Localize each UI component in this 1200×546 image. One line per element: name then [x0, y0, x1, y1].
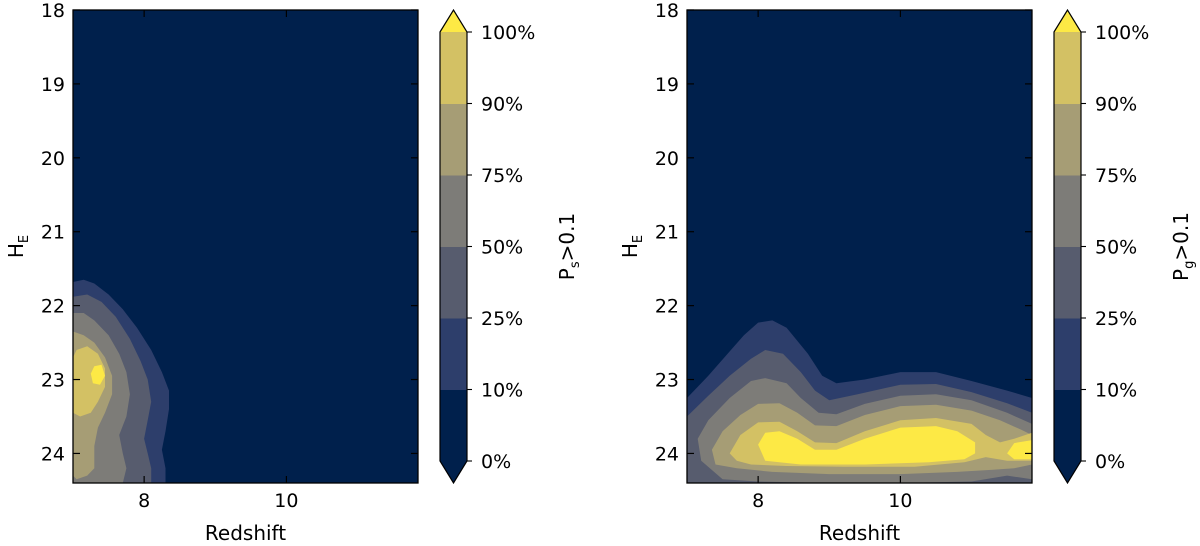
- y-axis-label-main: H: [618, 243, 642, 258]
- colorbar-tick-label: 10%: [481, 380, 523, 402]
- colorbar-tick-label: 100%: [481, 22, 535, 44]
- x-tick-label: 10: [888, 490, 912, 512]
- x-axis-label: Redshift: [819, 521, 900, 545]
- colorbar-band-1: [440, 318, 467, 390]
- colorbar-tick-label: 25%: [481, 308, 523, 330]
- colorbar-label-rest: >0.1: [1169, 212, 1193, 261]
- contour-regions: [73, 279, 169, 483]
- contour-region-100pct-5: [90, 364, 105, 385]
- colorbar-tick-label: 0%: [481, 451, 511, 473]
- x-tick-label: 8: [752, 490, 764, 512]
- y-tick-label: 21: [41, 222, 65, 244]
- left-panel: 18 19 20 21 22 23 24 8 10 Redshift HE 0% 10% 25% 50% 75…: [4, 0, 583, 545]
- x-axis-label: Redshift: [205, 521, 286, 545]
- colorbar-band-0: [440, 389, 467, 462]
- colorbar-tick-label: 90%: [1095, 94, 1137, 116]
- colorbar: 0% 10% 25% 50% 75% 90% 100% Ps>0.1: [439, 8, 583, 485]
- plot-frame: [72, 9, 419, 484]
- y-tick-label: 24: [41, 443, 65, 465]
- y-axis-label-main: H: [4, 243, 28, 258]
- y-tick-label: 23: [41, 370, 65, 392]
- contour-region-100pct-6: [1007, 440, 1032, 460]
- colorbar-band-4: [440, 103, 467, 176]
- y-axis-label: HE: [618, 235, 646, 258]
- x-tick-label: 8: [138, 490, 150, 512]
- colorbar-band-5: [440, 32, 467, 104]
- colorbar-label-rest: >0.1: [555, 213, 579, 262]
- y-tick-label: 19: [41, 74, 65, 96]
- colorbar-tick-label: 90%: [481, 94, 523, 116]
- colorbar-band-3: [1054, 175, 1081, 247]
- colorbar-band-3: [440, 175, 467, 247]
- y-tick-label: 22: [41, 296, 65, 318]
- contour-region-100pct-5: [758, 426, 976, 465]
- contour-region-90pct-4: [73, 346, 105, 417]
- y-axis-label-sub: E: [17, 235, 32, 243]
- x-tick-label: 10: [274, 490, 298, 512]
- y-tick-label: 20: [41, 148, 65, 170]
- y-axis-label: HE: [4, 235, 32, 258]
- colorbar-band-5: [1054, 32, 1081, 104]
- colorbar-band-1: [1054, 318, 1081, 390]
- colorbar-tick-label: 100%: [1095, 22, 1149, 44]
- colorbar-tick-label: 10%: [1095, 380, 1137, 402]
- colorbar-extend-bottom: [440, 461, 467, 483]
- y-tick-label: 21: [655, 222, 679, 244]
- y-tick-label: 22: [655, 296, 679, 318]
- y-tick-label: 18: [41, 0, 65, 22]
- colorbar-band-4: [1054, 103, 1081, 176]
- colorbar-label-main: P: [1169, 269, 1193, 281]
- y-tick-label: 24: [655, 443, 679, 465]
- colorbar-band-2: [1054, 246, 1081, 319]
- right-panel: 18 19 20 21 22 23 24 8 10 Redshift HE 0% 10% 25% 50% 75…: [618, 0, 1197, 545]
- colorbar-tick-label: 75%: [481, 165, 523, 187]
- y-tick-label: 18: [655, 0, 679, 22]
- colorbar-tick-label: 50%: [1095, 237, 1137, 259]
- colorbar-label: Ps>0.1: [555, 213, 583, 280]
- colorbar-band-2: [440, 246, 467, 319]
- colorbar-tick-label: 25%: [1095, 308, 1137, 330]
- colorbar-extend-bottom: [1054, 461, 1081, 483]
- colorbar-label-sub: g: [1182, 261, 1197, 269]
- colorbar-label-sub: s: [568, 261, 583, 268]
- y-tick-label: 19: [655, 74, 679, 96]
- y-axis-label-sub: E: [631, 235, 646, 243]
- colorbar-extend-top: [1054, 10, 1081, 32]
- colorbar-band-0: [1054, 389, 1081, 462]
- colorbar-label-main: P: [555, 268, 579, 280]
- y-tick-label: 20: [655, 148, 679, 170]
- colorbar-label: Pg>0.1: [1169, 212, 1197, 281]
- colorbar-tick-label: 75%: [1095, 165, 1137, 187]
- y-tick-label: 23: [655, 370, 679, 392]
- contour-regions: [687, 320, 1032, 483]
- colorbar-tick-label: 0%: [1095, 451, 1125, 473]
- colorbar-tick-label: 50%: [481, 237, 523, 259]
- plot-frame: [686, 9, 1033, 484]
- colorbar-extend-top: [440, 10, 467, 32]
- colorbar: 0% 10% 25% 50% 75% 90% 100% Pg>0.1: [1053, 8, 1197, 485]
